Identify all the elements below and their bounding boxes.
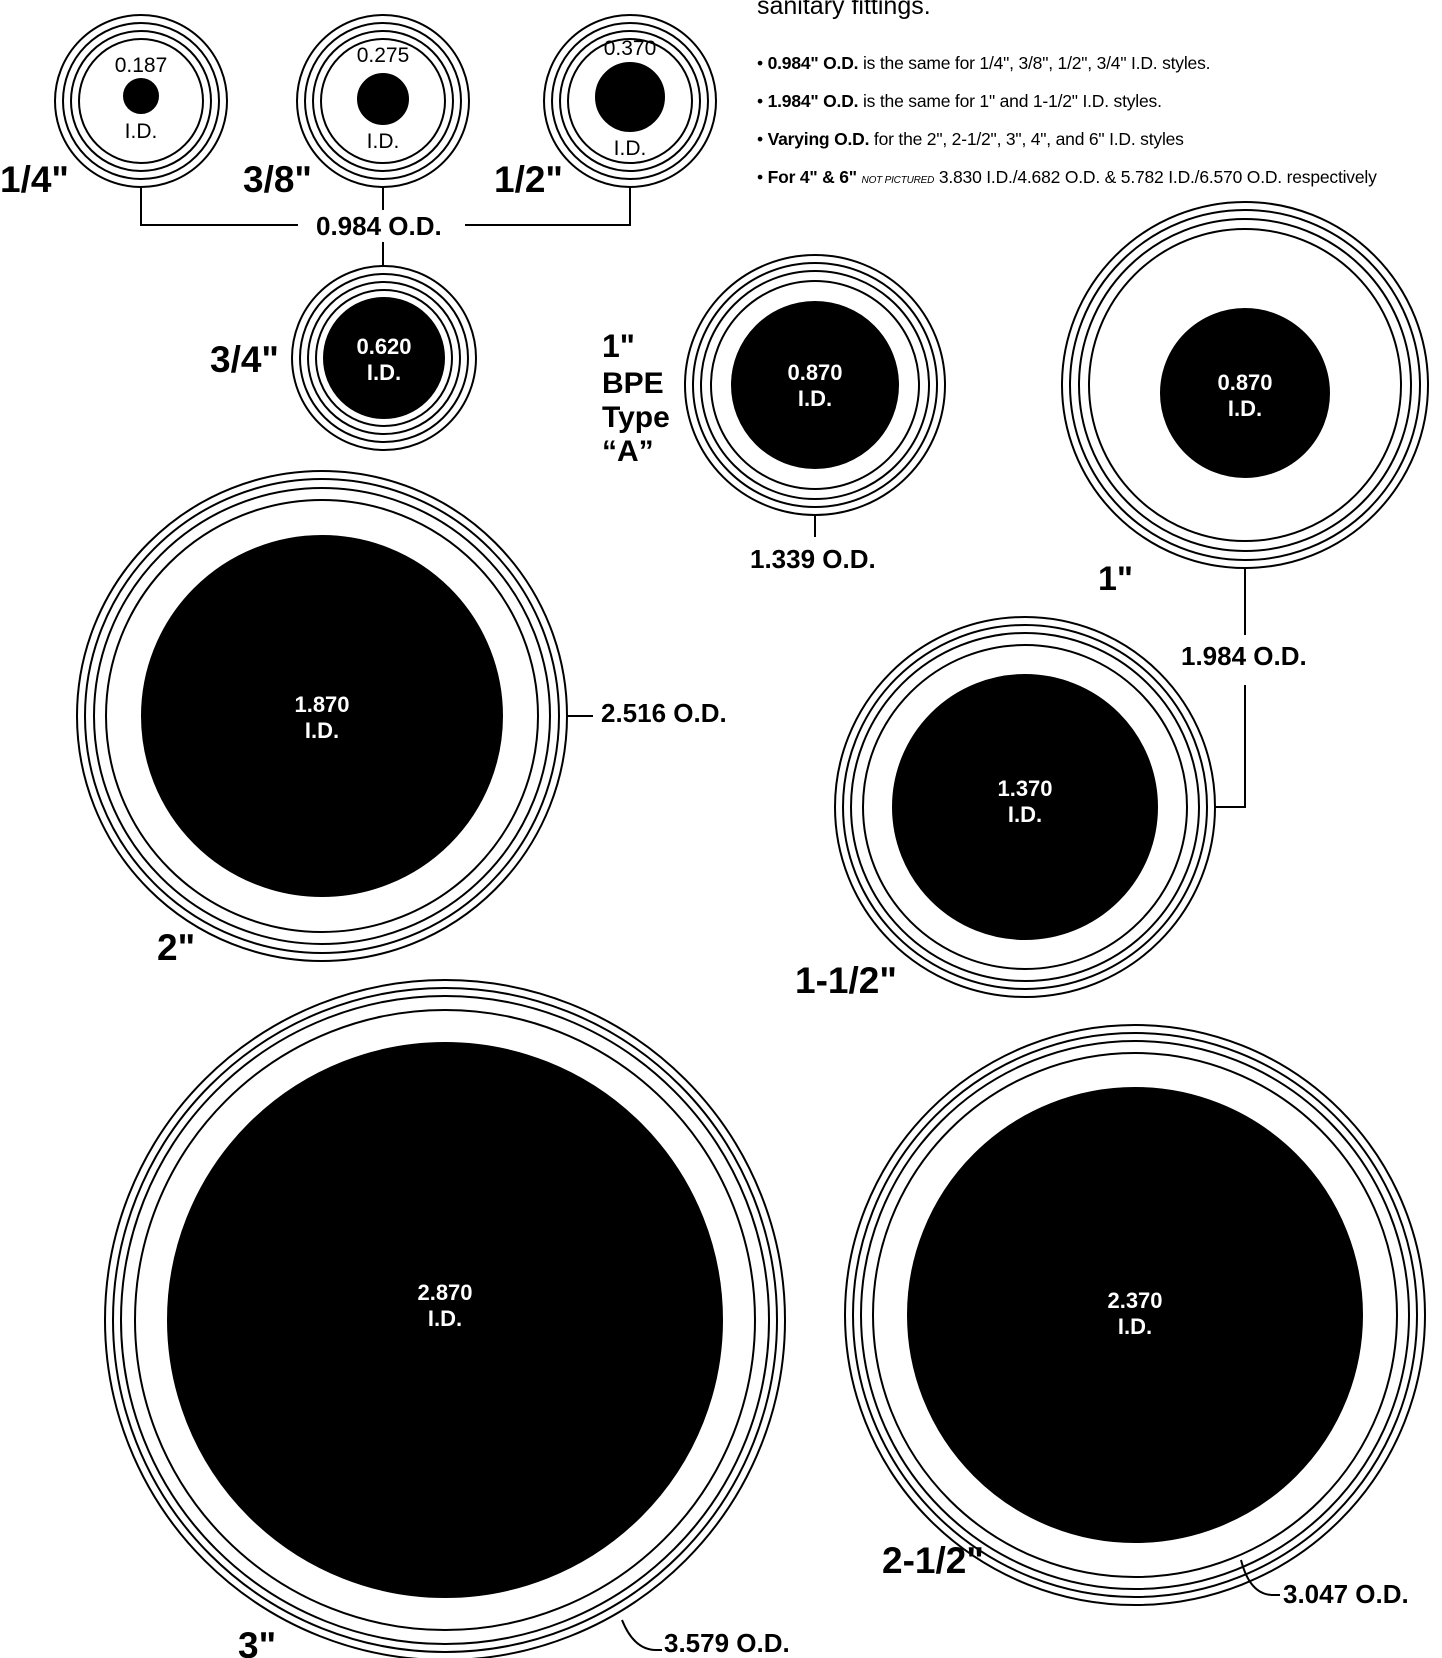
note-item: • Varying O.D. for the 2", 2-1/2", 3", 4… — [757, 129, 1184, 149]
notes-list: • 0.984" O.D. is the same for 1/4", 3/8"… — [757, 44, 1437, 200]
id-label-three-quarter: I.D. — [367, 360, 401, 385]
id-value-half: 0.370 — [604, 37, 657, 60]
note-text: is the same for 1/4", 3/8", 1/2", 3/4" I… — [858, 53, 1211, 73]
note-item: • For 4" & 6" NOT PICTURED 3.830 I.D./4.… — [757, 167, 1377, 187]
gasket-one-inch — [1061, 201, 1429, 569]
gasket-two-and-half-inch — [844, 1024, 1426, 1606]
size-label-two-and-half: 2-1/2" — [882, 1540, 984, 1581]
gasket-three-inch — [104, 979, 786, 1658]
note-item: • 0.984" O.D. is the same for 1/4", 3/8"… — [757, 53, 1211, 73]
id-label-three: I.D. — [428, 1306, 462, 1331]
id-value-one: 0.870 — [1217, 370, 1272, 395]
id-label-bpe: I.D. — [798, 386, 832, 411]
gasket-one-inch-bpe — [684, 254, 946, 516]
id-value-quarter: 0.187 — [115, 54, 168, 77]
od-label-bpe: 1.339 O.D. — [750, 544, 876, 574]
size-label-one: 1" — [1098, 560, 1133, 598]
size-label-two: 2" — [157, 927, 195, 968]
id-label-two-and-half: I.D. — [1118, 1314, 1152, 1339]
shared-od-small: 0.984 O.D. — [316, 211, 442, 241]
note-item: • 1.984" O.D. is the same for 1" and 1-1… — [757, 91, 1162, 111]
id-label-three-eighths: I.D. — [367, 130, 400, 153]
size-label-three-quarter: 3/4" — [210, 339, 279, 380]
id-value-one-and-half: 1.370 — [997, 776, 1052, 801]
id-value-three: 2.870 — [417, 1280, 472, 1305]
id-label-one: I.D. — [1228, 396, 1262, 421]
note-bold: 1.984" O.D. — [767, 91, 859, 111]
gasket-three-eighths-inch — [296, 14, 470, 188]
gasket-half-inch — [543, 14, 717, 188]
gasket-one-and-half-inch — [834, 616, 1216, 998]
size-label-half: 1/2" — [494, 159, 563, 200]
note-small-caps: NOT PICTURED — [861, 175, 935, 186]
od-label-three: 3.579 O.D. — [664, 1628, 790, 1658]
id-label-two: I.D. — [305, 718, 339, 743]
od-label-two-and-half: 3.047 O.D. — [1283, 1579, 1409, 1609]
notes-heading: sanitary fittings. — [757, 0, 931, 20]
gasket-quarter-inch — [54, 14, 228, 188]
od-label-two: 2.516 O.D. — [601, 698, 727, 728]
note-bold: 0.984" O.D. — [767, 53, 859, 73]
id-label-half: I.D. — [614, 137, 647, 160]
shared-od-large: 1.984 O.D. — [1181, 641, 1307, 671]
size-label-three-eighths: 3/8" — [243, 159, 312, 200]
id-value-bpe: 0.870 — [787, 360, 842, 385]
id-value-three-quarter: 0.620 — [356, 334, 411, 359]
id-value-three-eighths: 0.275 — [357, 44, 410, 67]
size-label-one-and-half: 1-1/2" — [795, 960, 897, 1001]
size-label-three: 3" — [238, 1625, 276, 1658]
note-text: for the 2", 2-1/2", 3", 4", and 6" I.D. … — [869, 129, 1184, 149]
size-label-bpe-1: 1" — [602, 328, 635, 364]
connector-lines — [140, 187, 1280, 1651]
note-bold: Varying O.D. — [767, 129, 870, 149]
size-label-bpe-2: BPE — [602, 367, 664, 400]
id-label-quarter: I.D. — [125, 120, 158, 143]
id-value-two-and-half: 2.370 — [1107, 1288, 1162, 1313]
gasket-two-inch — [76, 470, 568, 962]
note-text: 3.830 I.D./4.682 O.D. & 5.782 I.D./6.570… — [934, 167, 1377, 187]
note-bold: For 4" & 6" — [767, 167, 857, 187]
gasket-three-quarter-inch — [291, 265, 477, 451]
id-value-two: 1.870 — [294, 692, 349, 717]
id-label-one-and-half: I.D. — [1008, 802, 1042, 827]
size-label-bpe-4: “A” — [602, 435, 654, 468]
note-text: is the same for 1" and 1-1/2" I.D. style… — [858, 91, 1162, 111]
size-label-bpe-3: Type — [602, 401, 670, 434]
size-label-quarter: 1/4" — [0, 159, 69, 200]
